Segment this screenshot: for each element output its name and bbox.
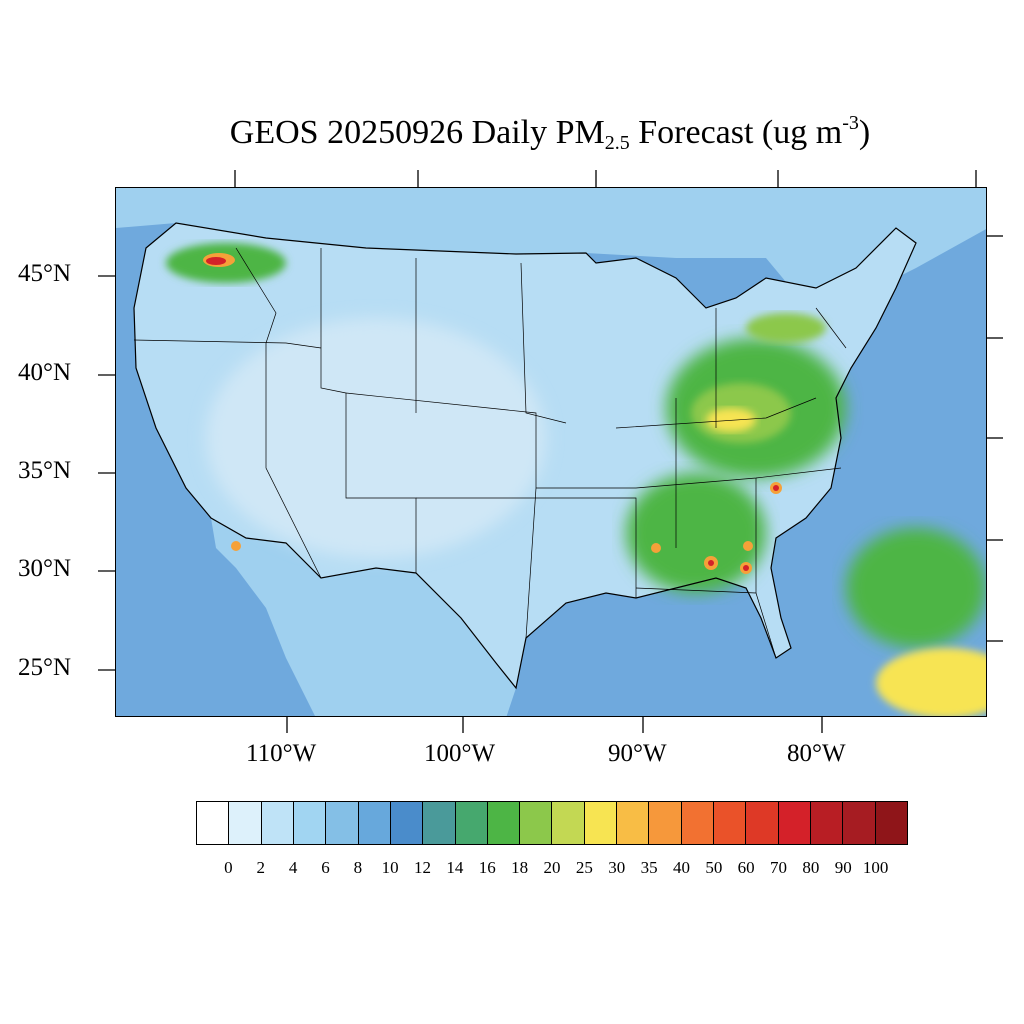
lon-label-110: 110°W: [246, 740, 317, 767]
map-title: GEOS 20250926 Daily PM2.5 Forecast (ug m…: [0, 112, 1024, 155]
colorbar-segment: [487, 802, 521, 844]
lat-label-30: 30°N: [18, 555, 72, 582]
colorbar-segment: [261, 802, 294, 844]
colorbar-segment: [649, 802, 682, 844]
colorbar-segment: [520, 802, 553, 844]
colorbar-segment: [552, 802, 585, 844]
title-middle: Forecast (ug m: [629, 114, 843, 151]
colorbar-label: 20: [543, 858, 561, 877]
colorbar-label: 16: [478, 858, 496, 877]
colorbar-segment: [714, 802, 747, 844]
colorbar-segment: [746, 802, 779, 844]
colorbar-label: 18: [511, 858, 529, 877]
colorbar-label: 14: [446, 858, 464, 877]
colorbar-segment: [390, 802, 424, 844]
hotspot-carolina-core: [773, 485, 779, 491]
colorbar-segment: [584, 802, 618, 844]
lon-label-90: 90°W: [608, 740, 667, 767]
colorbar-segment: [358, 802, 391, 844]
colorbar-segment: [326, 802, 359, 844]
lon-label-80: 80°W: [787, 740, 846, 767]
state-borders: [133, 247, 847, 659]
colorbar-segment: [229, 802, 262, 844]
colorbar-label: 50: [705, 858, 723, 877]
lat-label-35: 35°N: [18, 457, 72, 484]
colorbar-label: 8: [353, 858, 363, 877]
hotspot-idaho-core: [206, 257, 226, 265]
colorbar-segment: [617, 802, 650, 844]
colorbar-label: 25: [575, 858, 593, 877]
colorbar-segment: [843, 802, 876, 844]
title-prefix: GEOS 20250926 Daily PM: [229, 114, 605, 151]
us-coastline: [133, 222, 917, 690]
colorbar-label: 40: [672, 858, 690, 877]
colorbar-label: 100: [862, 858, 889, 877]
lat-label-45: 45°N: [18, 260, 72, 287]
colorbar-label: 10: [381, 858, 399, 877]
hotspot-georgia-3: [743, 541, 753, 551]
colorbar-segment: [293, 802, 327, 844]
plume-southeast: [626, 473, 766, 593]
colorbar-label: 2: [256, 858, 265, 877]
title-superscript: -3: [842, 112, 859, 134]
colorbar-label: 30: [608, 858, 626, 877]
hotspot-alabama: [651, 543, 661, 553]
plume-northeast: [746, 313, 826, 343]
hotspot-arizona: [231, 541, 241, 551]
colorbar-segment: [197, 802, 230, 844]
hotspot-georgia-1-core: [708, 560, 714, 566]
hotspot-georgia-2-core: [743, 565, 749, 571]
colorbar-segment: [681, 802, 714, 844]
colorbar-segment: [810, 802, 844, 844]
title-subscript: 2.5: [604, 132, 630, 154]
colorbar-segment: [423, 802, 456, 844]
lat-label-40: 40°N: [18, 359, 72, 386]
colorbar-label: 4: [288, 858, 298, 877]
colorbar-label: 90: [834, 858, 852, 877]
interior-clean-air: [206, 318, 546, 558]
colorbar-label: 80: [802, 858, 820, 877]
mexico-region: [211, 518, 516, 716]
colorbar-label: 35: [640, 858, 658, 877]
colorbar-label: 12: [414, 858, 432, 877]
title-suffix: ): [858, 114, 871, 151]
plume-caribbean: [876, 648, 986, 716]
lat-label-25: 25°N: [18, 654, 72, 681]
lon-label-100: 100°W: [424, 740, 496, 767]
colorbar: [196, 801, 908, 845]
colorbar-label: 60: [737, 858, 755, 877]
colorbar-segment: [455, 802, 488, 844]
map-panel: [115, 187, 987, 717]
colorbar-segment: [778, 802, 811, 844]
colorbar-label: 6: [321, 858, 330, 877]
pm25-map: [116, 188, 986, 716]
colorbar-label: 70: [770, 858, 788, 877]
colorbar-segment: [875, 802, 907, 844]
plume-atlantic: [846, 528, 986, 648]
colorbar-label: 0: [224, 858, 233, 877]
